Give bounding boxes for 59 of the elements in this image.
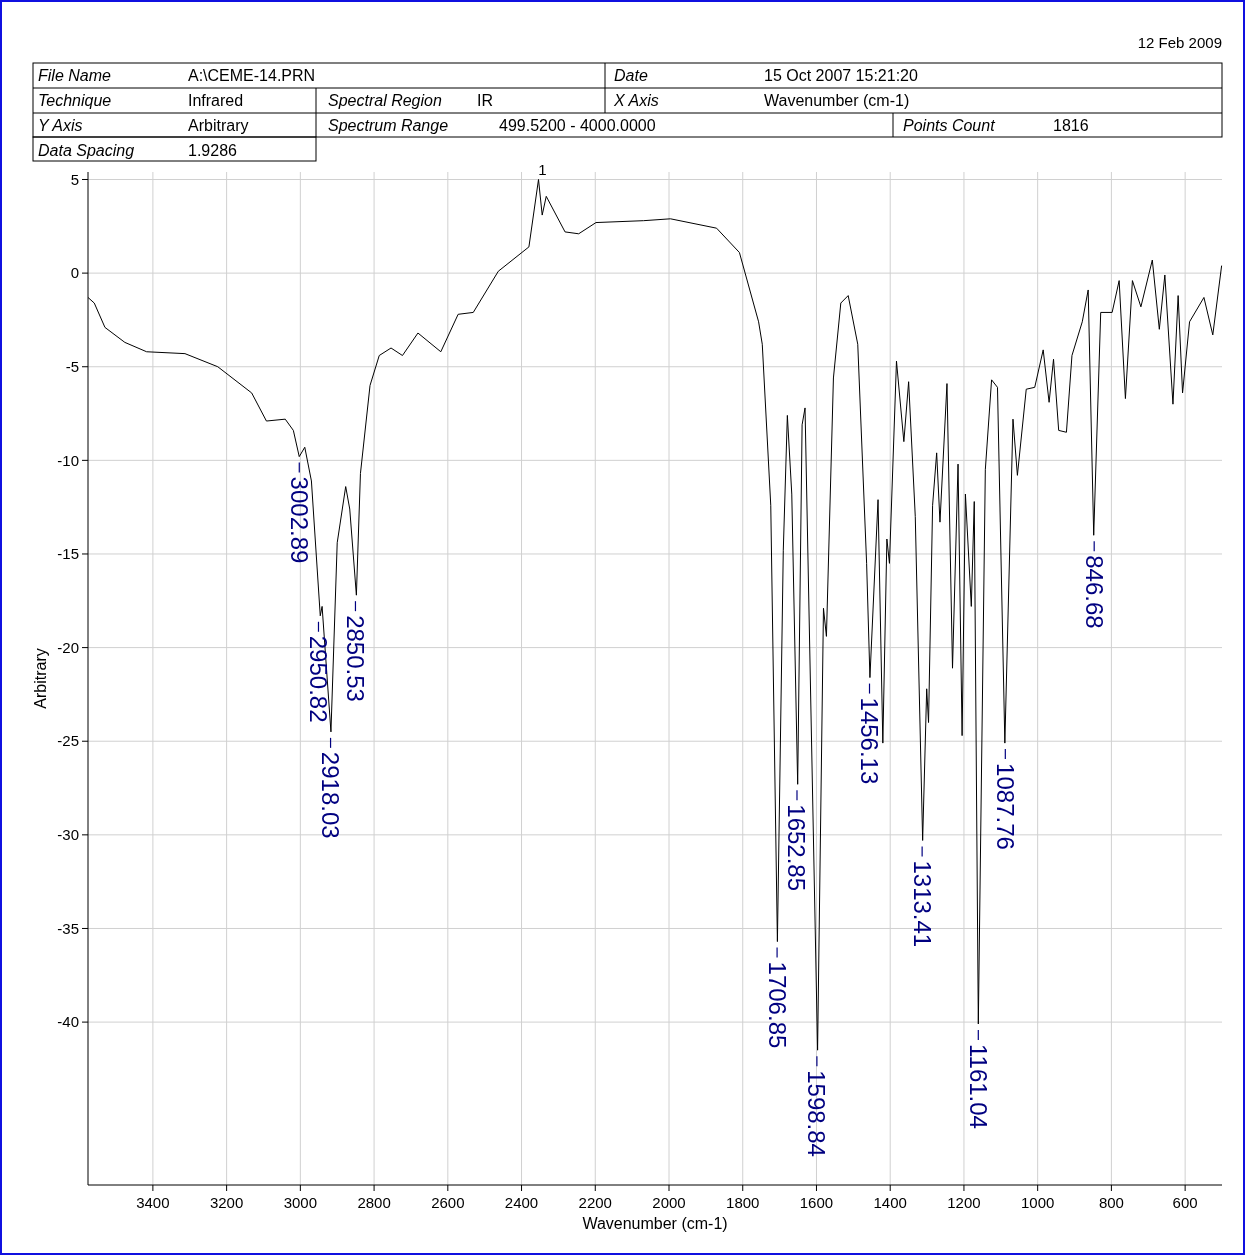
annotation: 1161.04 bbox=[964, 1043, 992, 1129]
x-tick-label: 2200 bbox=[578, 1194, 612, 1211]
x-tick-label: 2800 bbox=[357, 1194, 391, 1211]
x-tick-label: 2600 bbox=[431, 1194, 465, 1211]
text: Spectrum Range bbox=[328, 117, 449, 134]
y-tick-label: 5 bbox=[70, 170, 79, 188]
annotation: 2918.03 bbox=[317, 751, 345, 839]
x-axis-title: Wavenumber (cm-1) bbox=[582, 1215, 728, 1232]
y-tick-label: -40 bbox=[57, 1013, 79, 1031]
text: Data Spacing bbox=[38, 142, 135, 159]
text: File Name bbox=[38, 67, 112, 84]
annotation: 3002.89 bbox=[285, 476, 313, 564]
annotation: 846.68 bbox=[1080, 555, 1108, 629]
y-tick-label: -5 bbox=[65, 357, 79, 375]
text: Infrared bbox=[188, 92, 244, 109]
x-tick-label: 2400 bbox=[504, 1194, 539, 1211]
y-tick-label: -20 bbox=[57, 638, 79, 656]
text: 12 Feb 2009 bbox=[1137, 34, 1222, 51]
x-tick-label: 1800 bbox=[726, 1194, 760, 1211]
y-tick-label: -25 bbox=[57, 732, 79, 750]
text: Wavenumber (cm-1) bbox=[764, 92, 910, 109]
text: 1.9286 bbox=[188, 142, 238, 159]
y-tick-label: 0 bbox=[70, 264, 79, 282]
annotation: 1087.76 bbox=[991, 763, 1019, 850]
x-tick-label: 1200 bbox=[947, 1194, 981, 1211]
x-tick-label: 3400 bbox=[136, 1194, 170, 1211]
x-tick-label: 1000 bbox=[1020, 1194, 1055, 1211]
text: Arbitrary bbox=[188, 117, 249, 134]
annotation: 1313.41 bbox=[908, 860, 936, 948]
annotation: 2950.82 bbox=[304, 635, 332, 723]
annotation: 1456.13 bbox=[856, 697, 884, 785]
x-tick-label: 3000 bbox=[283, 1194, 318, 1211]
text: IR bbox=[477, 92, 493, 109]
y-axis-title: Arbitrary bbox=[32, 648, 49, 709]
x-tick-label: 600 bbox=[1172, 1194, 1198, 1211]
x-tick-label: 3200 bbox=[209, 1194, 244, 1211]
text: Y Axis bbox=[38, 117, 83, 134]
annotation: 1652.85 bbox=[783, 804, 811, 892]
annotation: 1 bbox=[538, 161, 547, 179]
annotation: 2850.53 bbox=[341, 615, 369, 702]
text: Date bbox=[614, 67, 648, 84]
y-tick-label: -10 bbox=[57, 451, 79, 469]
text: 1816 bbox=[1053, 117, 1089, 134]
y-tick-label: -35 bbox=[57, 919, 79, 937]
annotation: 1598.84 bbox=[803, 1070, 831, 1157]
text: X Axis bbox=[613, 92, 659, 109]
text: Spectral Region bbox=[328, 92, 442, 109]
x-tick-label: 1400 bbox=[873, 1194, 907, 1211]
y-tick-label: -30 bbox=[57, 826, 79, 844]
text: 15 Oct 2007 15:21:20 bbox=[764, 67, 918, 84]
text: Technique bbox=[38, 92, 112, 109]
text: 499.5200 - 4000.0000 bbox=[499, 117, 656, 134]
x-tick-label: 800 bbox=[1098, 1194, 1124, 1211]
text: Points Count bbox=[903, 117, 996, 134]
y-tick-label: -15 bbox=[57, 545, 79, 563]
x-tick-label: 2000 bbox=[652, 1194, 686, 1211]
annotation: 1706.85 bbox=[763, 961, 791, 1049]
x-tick-label: 1600 bbox=[799, 1194, 834, 1211]
text: A:\CEME-14.PRN bbox=[188, 67, 316, 84]
